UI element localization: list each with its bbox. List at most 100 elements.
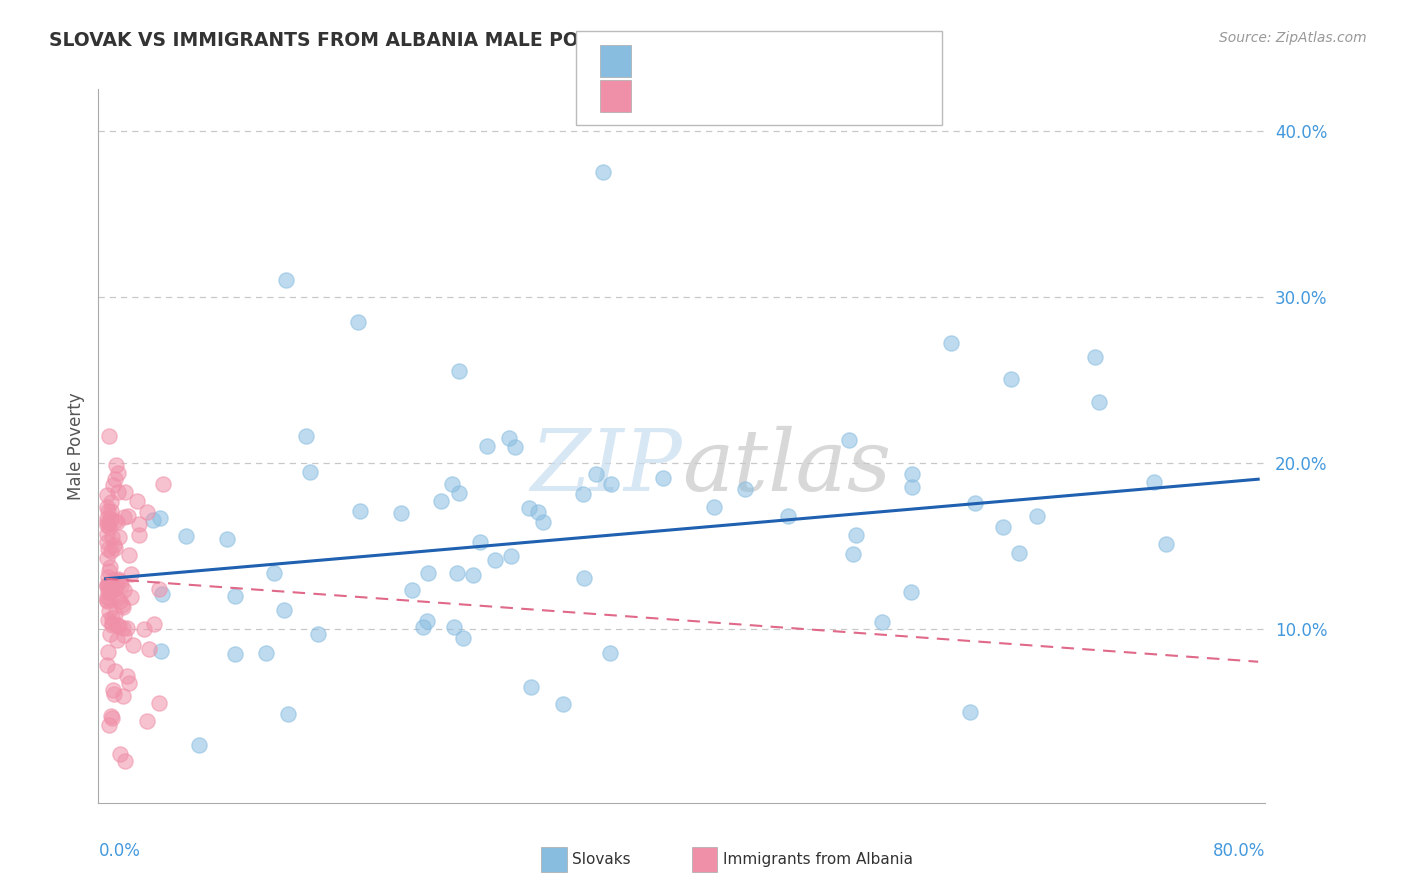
- Point: [389, 506, 412, 520]
- Point: [298, 465, 321, 479]
- Point: [838, 433, 860, 447]
- Point: [105, 632, 128, 647]
- Text: ZIP: ZIP: [530, 426, 682, 508]
- Point: [449, 486, 471, 500]
- Point: [572, 487, 595, 501]
- Point: [965, 496, 987, 510]
- Point: [121, 639, 143, 653]
- Point: [96, 527, 118, 541]
- Point: [100, 504, 122, 518]
- Text: Immigrants from Albania: Immigrants from Albania: [723, 853, 912, 867]
- Point: [215, 533, 238, 547]
- Text: N =: N =: [765, 52, 801, 70]
- Point: [98, 520, 121, 534]
- Text: 80.0%: 80.0%: [1213, 842, 1265, 860]
- Point: [97, 583, 120, 598]
- Point: [97, 613, 120, 627]
- Point: [98, 560, 121, 574]
- Point: [100, 495, 122, 509]
- Point: [96, 551, 118, 566]
- Point: [96, 579, 118, 593]
- Point: [104, 515, 127, 529]
- Point: [104, 607, 127, 621]
- Point: [531, 515, 554, 529]
- Point: [120, 567, 142, 582]
- Point: [97, 576, 120, 591]
- Point: [107, 484, 129, 499]
- Point: [104, 472, 127, 486]
- Point: [346, 314, 368, 328]
- Point: [148, 582, 170, 597]
- Point: [503, 440, 526, 454]
- Point: [599, 647, 621, 661]
- Point: [117, 548, 139, 562]
- Point: [97, 503, 120, 517]
- Point: [149, 511, 172, 525]
- Point: [418, 566, 440, 580]
- Point: [599, 477, 621, 491]
- Point: [429, 494, 451, 508]
- Point: [97, 718, 120, 732]
- Point: [101, 530, 124, 544]
- Point: [1000, 372, 1022, 386]
- Point: [101, 615, 124, 630]
- Text: -0.012: -0.012: [690, 87, 749, 105]
- Point: [105, 573, 128, 587]
- Point: [401, 582, 423, 597]
- Point: [148, 696, 170, 710]
- Point: [112, 510, 135, 524]
- Point: [108, 747, 131, 761]
- Point: [97, 570, 120, 584]
- Point: [900, 585, 922, 599]
- Point: [103, 687, 125, 701]
- Text: R =: R =: [643, 87, 679, 105]
- Point: [652, 471, 675, 485]
- Point: [451, 632, 474, 646]
- Point: [103, 683, 125, 698]
- Point: [416, 614, 439, 628]
- Point: [117, 509, 139, 524]
- Point: [1084, 351, 1107, 365]
- Point: [96, 535, 118, 549]
- Point: [901, 481, 924, 495]
- Point: [150, 587, 173, 601]
- Point: [277, 707, 299, 722]
- Point: [527, 505, 550, 519]
- Point: [349, 504, 371, 518]
- Point: [441, 476, 464, 491]
- Point: [274, 273, 297, 287]
- Point: [100, 577, 122, 591]
- Point: [107, 617, 129, 632]
- Point: [125, 493, 148, 508]
- Point: [1088, 395, 1111, 409]
- Point: [307, 626, 329, 640]
- Text: R =: R =: [643, 52, 679, 70]
- Point: [108, 529, 131, 543]
- Point: [553, 697, 575, 711]
- Point: [108, 619, 131, 633]
- Text: 71: 71: [814, 52, 837, 70]
- Text: 97: 97: [814, 87, 838, 105]
- Point: [150, 644, 173, 658]
- Point: [104, 581, 127, 595]
- Point: [475, 439, 498, 453]
- Point: [519, 680, 541, 694]
- Text: 0.0%: 0.0%: [98, 842, 141, 860]
- Point: [98, 592, 121, 607]
- Point: [845, 528, 868, 542]
- Point: [97, 604, 120, 618]
- Point: [111, 621, 134, 635]
- Point: [484, 552, 506, 566]
- Point: [870, 615, 893, 629]
- Point: [118, 676, 141, 690]
- Point: [136, 714, 159, 728]
- Point: [174, 529, 197, 543]
- Point: [117, 669, 139, 683]
- Point: [96, 500, 118, 515]
- Point: [98, 626, 121, 640]
- Point: [1026, 509, 1049, 524]
- Point: [101, 617, 124, 632]
- Point: [592, 165, 614, 179]
- Point: [107, 466, 129, 480]
- Point: [703, 500, 725, 514]
